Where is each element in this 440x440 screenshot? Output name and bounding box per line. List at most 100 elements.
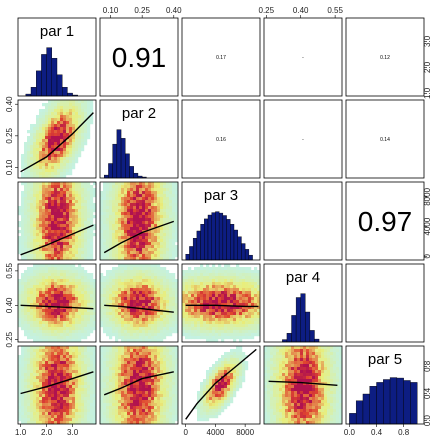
- density-cell: [136, 191, 140, 195]
- density-cell: [124, 233, 128, 237]
- density-cell: [118, 267, 122, 271]
- density-cell: [163, 239, 167, 243]
- density-cell: [39, 121, 43, 125]
- density-cell: [72, 355, 76, 359]
- density-cell: [130, 418, 134, 422]
- density-cell: [84, 242, 88, 246]
- density-cell: [72, 324, 76, 328]
- density-cell: [236, 267, 240, 271]
- density-cell: [163, 230, 167, 234]
- density-cell: [54, 418, 58, 422]
- density-cell: [84, 415, 88, 419]
- density-cell: [251, 288, 255, 292]
- density-cell: [42, 257, 46, 261]
- density-cell: [112, 248, 116, 252]
- density-cell: [100, 415, 104, 419]
- density-cell: [100, 239, 104, 243]
- density-cell: [75, 218, 79, 222]
- density-cell: [51, 306, 55, 310]
- density-cell: [106, 221, 110, 225]
- density-cell: [33, 273, 37, 277]
- density-cell: [51, 406, 55, 410]
- density-cell: [151, 406, 155, 410]
- density-cell: [248, 309, 252, 313]
- density-cell: [54, 251, 58, 255]
- density-cell: [163, 270, 167, 274]
- density-cell: [21, 361, 25, 365]
- density-cell: [57, 394, 61, 398]
- density-cell: [136, 200, 140, 204]
- density-cell: [45, 291, 49, 295]
- density-cell: [78, 303, 82, 307]
- density-cell: [51, 100, 55, 104]
- density-cell: [63, 151, 67, 155]
- density-cell: [218, 294, 222, 298]
- density-cell: [57, 270, 61, 274]
- density-cell: [209, 324, 213, 328]
- density-cell: [160, 352, 164, 356]
- density-cell: [209, 312, 213, 316]
- density-cell: [54, 224, 58, 228]
- density-cell: [87, 300, 91, 304]
- density-cell: [230, 279, 234, 283]
- density-cell: [84, 336, 88, 340]
- density-cell: [27, 367, 31, 371]
- panel-r1-c5: 0.12: [345, 17, 425, 97]
- density-cell: [236, 333, 240, 337]
- density-cell: [112, 315, 116, 319]
- density-cell: [33, 148, 37, 152]
- density-cell: [206, 315, 210, 319]
- histogram-bar: [286, 333, 292, 343]
- density-cell: [66, 279, 70, 283]
- density-cell: [57, 257, 61, 261]
- density-cell: [106, 294, 110, 298]
- density-cell: [81, 300, 85, 304]
- density-cell: [121, 367, 125, 371]
- density-cell: [45, 412, 49, 416]
- density-cell: [66, 115, 70, 119]
- density-cell: [75, 358, 79, 362]
- density-cell: [27, 267, 31, 271]
- density-cell: [142, 270, 146, 274]
- density-cell: [18, 400, 22, 404]
- density-cell: [142, 358, 146, 362]
- density-cell: [63, 166, 67, 170]
- density-cell: [69, 279, 73, 283]
- density-cell: [24, 306, 28, 310]
- density-cell: [142, 209, 146, 213]
- density-cell: [24, 209, 28, 213]
- density-cell: [172, 221, 176, 225]
- density-cell: [151, 200, 155, 204]
- density-cell: [127, 233, 131, 237]
- density-cell: [48, 300, 52, 304]
- density-cell: [54, 379, 58, 383]
- density-cell: [239, 327, 243, 331]
- density-cell: [106, 270, 110, 274]
- density-cell: [72, 418, 76, 422]
- density-cell: [69, 309, 73, 313]
- density-cell: [130, 206, 134, 210]
- density-cell: [54, 197, 58, 201]
- density-cell: [30, 188, 34, 192]
- density-cell: [148, 346, 152, 350]
- density-cell: [33, 130, 37, 134]
- density-cell: [115, 358, 119, 362]
- density-cell: [157, 206, 161, 210]
- density-cell: [215, 279, 219, 283]
- density-cell: [166, 206, 170, 210]
- density-cell: [72, 254, 76, 258]
- density-cell: [121, 291, 125, 295]
- density-cell: [36, 273, 40, 277]
- density-cell: [30, 127, 34, 131]
- density-cell: [69, 391, 73, 395]
- density-cell: [175, 312, 179, 316]
- density-cell: [66, 145, 70, 149]
- density-cell: [163, 285, 167, 289]
- density-cell: [45, 421, 49, 425]
- density-cell: [87, 106, 91, 110]
- density-cell: [45, 251, 49, 255]
- density-cell: [251, 297, 255, 301]
- density-cell: [42, 236, 46, 240]
- density-cell: [21, 224, 25, 228]
- density-cell: [203, 324, 207, 328]
